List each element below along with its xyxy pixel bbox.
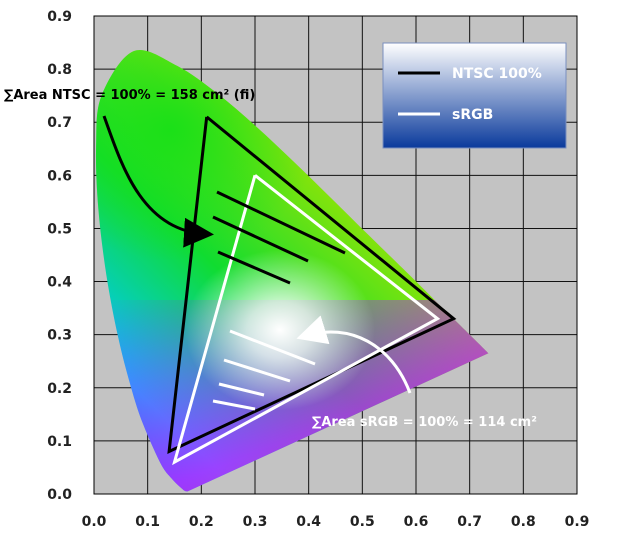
y-tick-label: 0.0	[47, 487, 72, 503]
y-tick-label: 0.9	[47, 9, 72, 25]
gamut-series-0	[167, 115, 457, 454]
axis-frame	[93, 15, 578, 495]
y-tick-label: 0.5	[47, 221, 72, 237]
srgb-arrow	[296, 315, 412, 394]
legend-box	[382, 42, 567, 149]
tick-labels: 0.0 0.1 0.2 0.3 0.4 0.5 0.6 0.7 0.8 0.9 0.0 0.1 0.2 0…	[47, 9, 589, 530]
y-tick-label: 0.2	[47, 381, 72, 397]
x-tick-label: 0.6	[404, 514, 429, 530]
ntsc-hatch-line	[217, 250, 291, 285]
gamut-triangles	[167, 115, 457, 466]
legend-label-0: NTSC 100%	[452, 66, 542, 82]
ntsc-arrow	[102, 115, 214, 248]
x-tick-label: 0.2	[189, 514, 214, 530]
x-tick-label: 0.1	[135, 514, 160, 530]
x-tick-label: 0.9	[565, 514, 590, 530]
annotations: ∑Area NTSC = 100% = 158 cm² (fi) ∑Area sR…	[4, 88, 537, 430]
y-tick-label: 0.3	[47, 328, 72, 344]
x-tick-label: 0.8	[511, 514, 536, 530]
annotation-0: ∑Area NTSC = 100% = 158 cm² (fi)	[4, 88, 255, 103]
annotation-1: ∑Area sRGB = 100% = 114 cm²	[312, 415, 537, 430]
srgb-hatch-line	[223, 358, 291, 383]
y-tick-label: 0.6	[47, 168, 72, 184]
legend-label-1: sRGB	[452, 107, 493, 123]
y-tick-label: 0.4	[47, 275, 72, 291]
ntsc-hatch-line	[212, 215, 309, 263]
x-tick-label: 0.3	[243, 514, 268, 530]
y-tick-label: 0.8	[47, 62, 72, 78]
x-tick-label: 0.7	[457, 514, 482, 530]
legend: NTSC 100% sRGB	[382, 42, 567, 149]
x-tick-label: 0.4	[296, 514, 321, 530]
y-tick-label: 0.1	[47, 434, 72, 450]
srgb-hatch-line	[212, 399, 256, 411]
y-tick-label: 0.7	[47, 115, 72, 131]
srgb-hatch-line	[229, 329, 316, 366]
gamut-series-1	[172, 174, 441, 466]
srgb-hatch-line	[218, 382, 265, 397]
hatch-decorations	[102, 115, 412, 411]
x-tick-label: 0.5	[350, 514, 375, 530]
x-tick-label: 0.0	[82, 514, 107, 530]
ntsc-hatch-line	[216, 190, 346, 255]
